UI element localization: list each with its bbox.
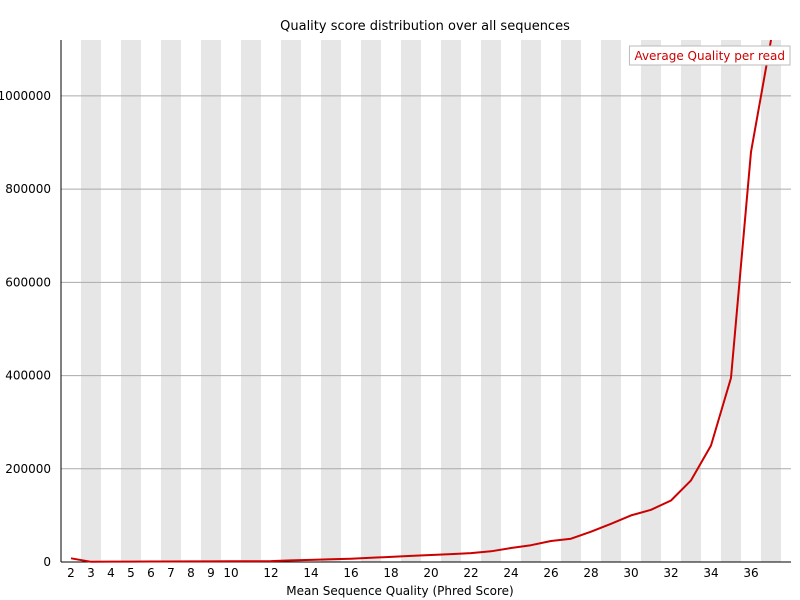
stripe: [301, 40, 321, 562]
x-tick-label: 2: [67, 566, 75, 580]
stripe: [641, 40, 661, 562]
stripe: [221, 40, 241, 562]
stripe: [581, 40, 601, 562]
x-tick-label: 12: [263, 566, 278, 580]
stripe: [361, 40, 381, 562]
stripe: [181, 40, 201, 562]
x-tick-label: 4: [107, 566, 115, 580]
x-tick-label: 3: [87, 566, 95, 580]
x-tick-label: 7: [167, 566, 175, 580]
stripe: [261, 40, 281, 562]
stripe: [201, 40, 221, 562]
legend-box: [628, 45, 791, 66]
stripe: [681, 40, 701, 562]
legend: Average Quality per read: [628, 45, 791, 66]
stripe: [481, 40, 501, 562]
x-tick-label: 36: [743, 566, 758, 580]
stripe: [501, 40, 521, 562]
x-tick-label: 30: [623, 566, 638, 580]
x-tick-label: 20: [423, 566, 438, 580]
x-axis-ticks: 2 3 4 5 6 7 8 9 10 12 14 16 18 20 22 24 26 28 30 32 34 36: [67, 566, 758, 580]
stripe: [761, 40, 781, 562]
x-tick-label: 26: [543, 566, 558, 580]
stripe: [561, 40, 581, 562]
background-stripes: [61, 40, 781, 562]
y-axis-ticks: 0 200000 400000 600000 800000 1000000: [0, 89, 51, 569]
x-tick-label: 28: [583, 566, 598, 580]
x-tick-label: 14: [303, 566, 318, 580]
stripe: [121, 40, 141, 562]
stripe: [161, 40, 181, 562]
stripe: [441, 40, 461, 562]
horizontal-gridlines: [61, 95, 791, 470]
x-tick-label: 22: [463, 566, 478, 580]
series-line-average-quality: [70, 39, 772, 563]
x-tick-label: 16: [343, 566, 358, 580]
y-tick-label: 800000: [5, 182, 51, 196]
stripe: [81, 40, 101, 562]
stripe: [701, 40, 721, 562]
stripe: [101, 40, 121, 562]
y-tick-label: 400000: [5, 369, 51, 383]
y-tick-label: 1000000: [0, 89, 51, 103]
x-tick-label: 8: [187, 566, 195, 580]
series-lines: [70, 39, 772, 563]
x-tick-label: 32: [663, 566, 678, 580]
legend-entry-average-quality: Average Quality per read: [634, 49, 785, 63]
chart-title: Quality score distribution over all sequ…: [280, 19, 570, 34]
x-tick-label: 18: [383, 566, 398, 580]
x-tick-label: 24: [503, 566, 518, 580]
stripe: [601, 40, 621, 562]
stripe: [421, 40, 441, 562]
stripe: [461, 40, 481, 562]
stripe: [61, 40, 81, 562]
x-tick-label: 9: [207, 566, 215, 580]
y-tick-label: 200000: [5, 462, 51, 476]
x-axis-label: Mean Sequence Quality (Phred Score): [286, 584, 514, 598]
x-tick-label: 5: [127, 566, 135, 580]
x-tick-label: 6: [147, 566, 155, 580]
stripe: [521, 40, 541, 562]
stripe: [621, 40, 641, 562]
stripe: [341, 40, 361, 562]
stripe: [381, 40, 401, 562]
x-tick-label: 34: [703, 566, 718, 580]
stripe: [541, 40, 561, 562]
y-tick-label: 0: [43, 555, 51, 569]
x-tick-label: 10: [223, 566, 238, 580]
stripe: [721, 40, 741, 562]
stripe: [281, 40, 301, 562]
y-tick-label: 600000: [5, 275, 51, 289]
stripe: [401, 40, 421, 562]
stripe: [141, 40, 161, 562]
stripe: [241, 40, 261, 562]
stripe: [741, 40, 761, 562]
stripe: [321, 40, 341, 562]
stripe: [661, 40, 681, 562]
